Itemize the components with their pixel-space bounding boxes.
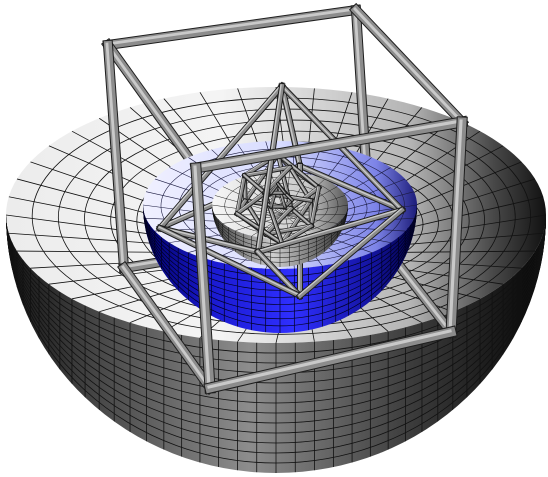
cube-edge (117, 261, 217, 395)
octahedron-edge (253, 247, 305, 301)
icosahedron-edge (287, 205, 315, 230)
core-edge (268, 181, 281, 196)
octahedron-edge (254, 82, 286, 256)
cube-edge (189, 115, 469, 175)
icosahedron-edge (241, 172, 269, 197)
cube-edge (101, 38, 203, 175)
cube-edge (190, 162, 216, 394)
icosahedron-edge (308, 184, 322, 229)
octahedron-edge (155, 223, 305, 301)
core-edge (275, 181, 288, 196)
cube-frame-front-edges (189, 115, 469, 395)
octahedron-edge (296, 162, 406, 214)
octahedron-edge (295, 205, 407, 301)
icosahedron-edge (233, 189, 269, 217)
icosahedron-edge (262, 205, 295, 238)
cube-edge (445, 116, 468, 338)
octahedron-edge (155, 81, 287, 233)
cube-edge (348, 2, 470, 130)
octahedron-edge (254, 206, 406, 256)
cube-edge (102, 4, 362, 51)
icosahedron-edge (278, 197, 314, 247)
icosahedron-frame (233, 151, 323, 247)
cube-edge (102, 39, 130, 274)
icosahedron-edge (234, 172, 248, 217)
octahedron-edge (156, 224, 262, 256)
icosahedron-edge (278, 222, 315, 247)
icosahedron-edge (263, 223, 315, 237)
icosahedron-edge (274, 151, 323, 191)
outer-bowl-outer-mesh (6, 215, 546, 473)
cube-edge (203, 325, 458, 395)
